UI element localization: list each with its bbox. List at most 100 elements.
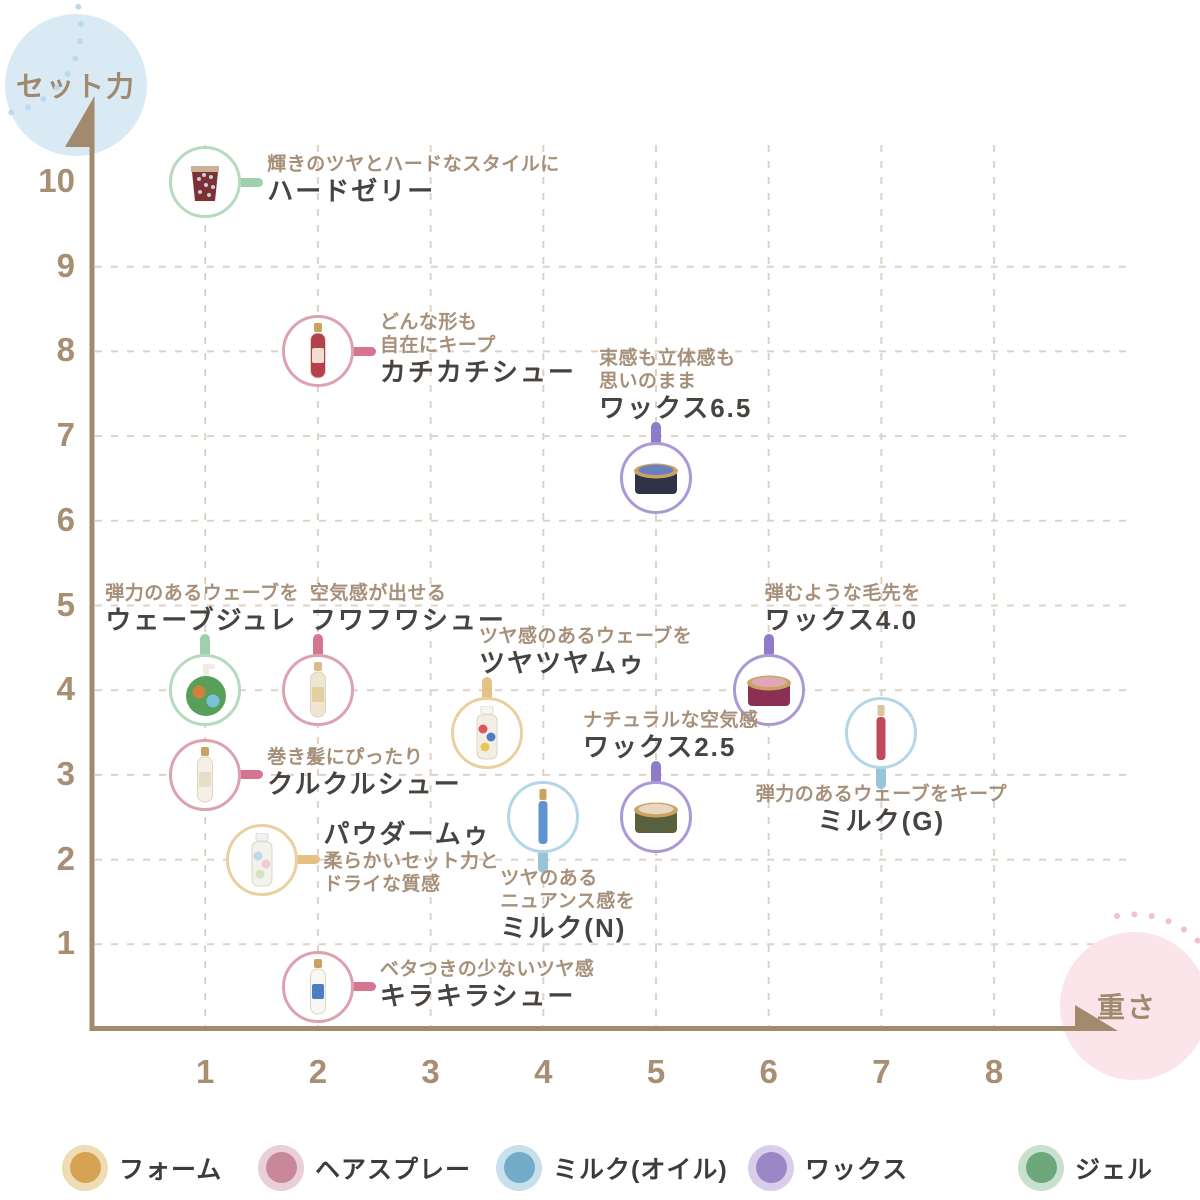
product-label-パウダームゥ[interactable]: パウダームゥ 柔らかいセット力と ドライな質感 <box>324 819 500 896</box>
x-tick-2: 2 <box>308 1053 328 1090</box>
legend-dot-icon <box>748 1144 794 1191</box>
label-connector <box>237 177 264 187</box>
product-name: ワックス2.5 <box>583 732 737 763</box>
y-tick-3: 3 <box>56 754 75 792</box>
label-connector <box>651 422 661 447</box>
x-tick-8: 8 <box>984 1053 1004 1090</box>
product-marker-ハードゼリー[interactable] <box>169 146 242 218</box>
label-connector <box>237 770 264 780</box>
product-image-tin <box>746 675 791 707</box>
label-connector <box>651 761 661 786</box>
product-marker-パウダームゥ[interactable] <box>225 823 298 896</box>
product-image-spray-bottle <box>309 958 326 1015</box>
product-label-ワックス6.5[interactable]: 束感も立体感も 思いのまま ワックス6.5 <box>599 347 752 424</box>
product-label-ワックス4.0[interactable]: 弾むような毛先を ワックス4.0 <box>765 582 921 636</box>
product-tagline: どんな形も <box>379 311 478 333</box>
product-tagline: ニュアンス感を <box>500 891 636 913</box>
product-tagline: 弾むような毛先を <box>764 583 921 605</box>
y-tick-9: 9 <box>56 246 75 284</box>
product-tagline: 弾力のあるウェーブを <box>105 583 300 605</box>
y-tick-7: 7 <box>56 416 75 454</box>
legend-item-ワックス: ワックス <box>748 1135 908 1200</box>
label-connector <box>481 676 492 701</box>
product-marker-フワフワシュー[interactable] <box>281 654 354 727</box>
product-tagline: ナチュラルな空気感 <box>583 710 759 732</box>
product-name: ミルク(N) <box>500 913 627 944</box>
legend-item-ヘアスプレー: ヘアスプレー <box>258 1135 471 1200</box>
legend-label: ヘアスプレー <box>315 1155 472 1184</box>
label-connector <box>538 849 549 874</box>
product-image-jar <box>191 166 220 201</box>
product-tagline: ドライな質感 <box>323 874 441 896</box>
product-name: ミルク(G) <box>817 805 946 836</box>
product-name: ワックス4.0 <box>764 605 919 636</box>
x-axis-arrow-icon <box>1075 1005 1118 1031</box>
product-marker-クルクルシュー[interactable] <box>169 738 242 811</box>
y-tick-10: 10 <box>38 162 75 199</box>
product-tagline: 自在にキープ <box>379 334 496 356</box>
product-marker-キラキラシュー[interactable] <box>281 950 354 1023</box>
product-label-ミルク(N)[interactable]: ツヤのある ニュアンス感を ミルク(N) <box>500 867 635 944</box>
legend-dot-icon <box>496 1144 542 1191</box>
product-image-spray-bottle <box>197 746 214 803</box>
product-name: フワフワシュー <box>309 605 506 636</box>
product-image-pump-bottle <box>186 664 227 717</box>
product-label-クルクルシュー[interactable]: 巻き髪にぴったり クルクルシュー <box>267 746 461 800</box>
product-marker-ワックス4.0[interactable] <box>732 654 805 727</box>
product-tagline: 柔らかいセット力と <box>323 851 500 873</box>
legend-label: ミルク(オイル) <box>553 1155 728 1184</box>
legend-label: ワックス <box>805 1155 909 1184</box>
y-tick-2: 2 <box>56 839 75 877</box>
product-label-ウェーブジュレ[interactable]: 弾力のあるウェーブを ウェーブジュレ <box>105 582 299 636</box>
product-label-ハードゼリー[interactable]: 輝きのツヤとハードなスタイルに ハードゼリー <box>267 153 560 207</box>
product-name: ウェーブジュレ <box>105 605 298 636</box>
x-tick-6: 6 <box>759 1053 778 1090</box>
product-tagline: 空気感が出せる <box>309 583 447 605</box>
product-image-tin <box>634 802 678 834</box>
legend: フォーム ヘアスプレー ミルク(オイル) ワックス ジェル <box>0 1135 1200 1200</box>
product-label-フワフワシュー[interactable]: 空気感が出せる フワフワシュー <box>310 582 506 636</box>
product-tagline: 思いのまま <box>599 371 697 393</box>
product-marker-ミルク(G)[interactable] <box>845 696 918 769</box>
product-image-tube <box>538 789 548 845</box>
product-marker-カチカチシュー[interactable] <box>281 315 354 388</box>
x-tick-1: 1 <box>196 1053 215 1090</box>
product-label-カチカチシュー[interactable]: どんな形も 自在にキープ カチカチシュー <box>380 311 576 388</box>
product-image-bottle <box>476 705 498 760</box>
label-connector <box>200 634 211 659</box>
product-marker-ツヤツヤムゥ[interactable] <box>450 696 523 769</box>
product-tagline: ベタつきの少ないツヤ感 <box>379 958 595 980</box>
product-image-spray-bottle <box>309 323 326 379</box>
x-axis-label: 重さ <box>1096 992 1157 1023</box>
product-marker-ワックス6.5[interactable] <box>620 442 692 515</box>
product-tagline: 束感も立体感も <box>599 348 736 370</box>
y-axis-label-bubble: セット力 <box>5 14 147 156</box>
product-label-ツヤツヤムゥ[interactable]: ツヤ感のあるウェーブを ツヤツヤムゥ <box>479 625 692 679</box>
x-tick-4: 4 <box>534 1053 553 1090</box>
dotted-arc-decoration-bottom-right <box>1114 911 1200 948</box>
product-label-ミルク(G)[interactable]: 弾力のあるウェーブをキープ ミルク(G) <box>711 783 1051 837</box>
product-name: カチカチシュー <box>379 356 576 387</box>
product-marker-ワックス2.5[interactable] <box>620 781 692 854</box>
product-label-キラキラシュー[interactable]: ベタつきの少ないツヤ感 キラキラシュー <box>380 958 595 1012</box>
x-tick-5: 5 <box>646 1053 666 1090</box>
label-connector <box>876 764 887 789</box>
product-image-bottle <box>251 832 273 887</box>
product-tagline: 巻き髪にぴったり <box>267 746 424 768</box>
label-connector <box>763 634 774 659</box>
x-axis-label-bubble: 重さ <box>1060 932 1200 1080</box>
label-connector <box>349 346 376 356</box>
legend-item-フォーム: フォーム <box>62 1135 222 1200</box>
legend-label: フォーム <box>119 1155 223 1184</box>
product-label-ワックス2.5[interactable]: ナチュラルな空気感 ワックス2.5 <box>583 709 759 763</box>
y-tick-8: 8 <box>56 331 75 369</box>
label-connector <box>293 855 320 865</box>
product-marker-ウェーブジュレ[interactable] <box>169 654 242 727</box>
y-axis-label: セット力 <box>15 71 136 102</box>
product-tagline: 輝きのツヤとハードなスタイルに <box>267 154 560 175</box>
product-marker-ミルク(N)[interactable] <box>507 781 580 854</box>
product-tagline: ツヤのある <box>500 868 598 890</box>
product-name: クルクルシュー <box>267 768 462 799</box>
product-image-spray-bottle <box>309 662 326 718</box>
